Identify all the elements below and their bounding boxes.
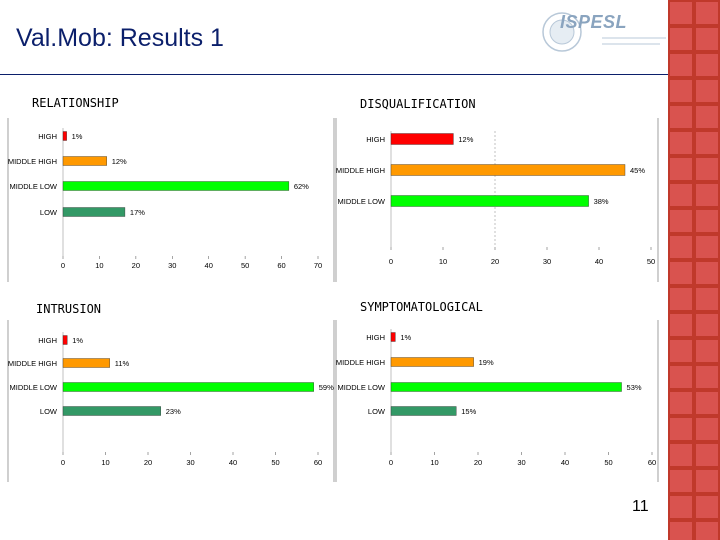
value-label: 12% [112,157,127,166]
x-tick-label: 10 [101,458,109,467]
x-tick-label: 20 [474,458,482,467]
value-label: 17% [130,208,145,217]
x-tick-label: 50 [271,458,279,467]
value-label: 1% [400,333,411,342]
chart-title-intrusion: INTRUSION [36,302,102,316]
x-tick-label: 0 [389,458,393,467]
value-label: 38% [594,197,609,206]
ispesl-logo-icon [542,12,666,52]
x-tick-label: 0 [389,257,393,266]
x-tick-label: 60 [314,458,322,467]
chart-title-disqualification: DISQUALIFICATION [360,97,476,111]
category-label: HIGH [38,132,57,141]
category-label: MIDDLE HIGH [336,166,385,175]
category-label: HIGH [366,135,385,144]
bar-middle-low [390,195,589,207]
logo-text: ISPESL [560,12,628,32]
x-tick-label: 0 [61,458,65,467]
bar-high [62,131,67,141]
x-tick-label: 50 [604,458,612,467]
category-label: HIGH [366,333,385,342]
value-label: 1% [72,132,83,141]
bar-low [62,406,161,416]
bar-middle-low [62,181,290,191]
x-tick-label: 40 [561,458,569,467]
bar-middle-low [62,382,314,392]
slide-title: Val.Mob: Results 1 [16,24,224,52]
value-label: 59% [319,383,334,392]
x-tick-label: 10 [430,458,438,467]
x-tick-label: 40 [595,257,603,266]
x-tick-label: 20 [144,458,152,467]
category-label: MIDDLE HIGH [8,157,57,166]
x-tick-label: 60 [648,458,656,467]
bar-high [390,332,396,342]
bar-middle-high [390,357,474,367]
category-label: MIDDLE HIGH [336,358,385,367]
category-label: MIDDLE LOW [337,197,385,206]
chart-title-symptomatological: SYMPTOMATOLOGICAL [360,300,483,314]
bar-low [62,207,126,217]
value-label: 12% [458,135,473,144]
value-label: 62% [294,182,309,191]
x-tick-label: 20 [491,257,499,266]
category-label: MIDDLE LOW [9,182,57,191]
title-divider [0,74,668,75]
x-tick-label: 40 [205,261,213,270]
x-tick-label: 40 [229,458,237,467]
x-tick-label: 70 [314,261,322,270]
decorative-side-band [668,0,720,540]
x-tick-label: 0 [61,261,65,270]
category-label: MIDDLE LOW [337,383,385,392]
x-tick-label: 30 [186,458,194,467]
bar-high [62,335,68,345]
bar-middle-high [62,358,110,368]
category-label: LOW [40,407,58,416]
value-label: 11% [115,359,130,368]
x-tick-label: 10 [95,261,103,270]
bar-high [390,133,454,145]
value-label: 23% [166,407,181,416]
category-label: LOW [368,407,386,416]
value-label: 15% [461,407,476,416]
x-tick-label: 50 [241,261,249,270]
bar-middle-high [390,164,626,176]
chart-title-relationship: RELATIONSHIP [32,96,119,110]
value-label: 1% [72,336,83,345]
bar-middle-low [390,382,622,392]
x-tick-label: 30 [168,261,176,270]
category-label: MIDDLE LOW [9,383,57,392]
value-label: 19% [479,358,494,367]
bar-middle-high [62,156,107,166]
category-label: HIGH [38,336,57,345]
value-label: 45% [630,166,645,175]
x-tick-label: 10 [439,257,447,266]
x-tick-label: 30 [543,257,551,266]
value-label: 53% [627,383,642,392]
x-tick-label: 60 [277,261,285,270]
category-label: MIDDLE HIGH [8,359,57,368]
category-label: LOW [40,208,58,217]
bar-low [390,406,457,416]
x-tick-label: 50 [647,257,655,266]
page-number: 11 [632,498,649,515]
x-tick-label: 20 [132,261,140,270]
x-tick-label: 30 [517,458,525,467]
